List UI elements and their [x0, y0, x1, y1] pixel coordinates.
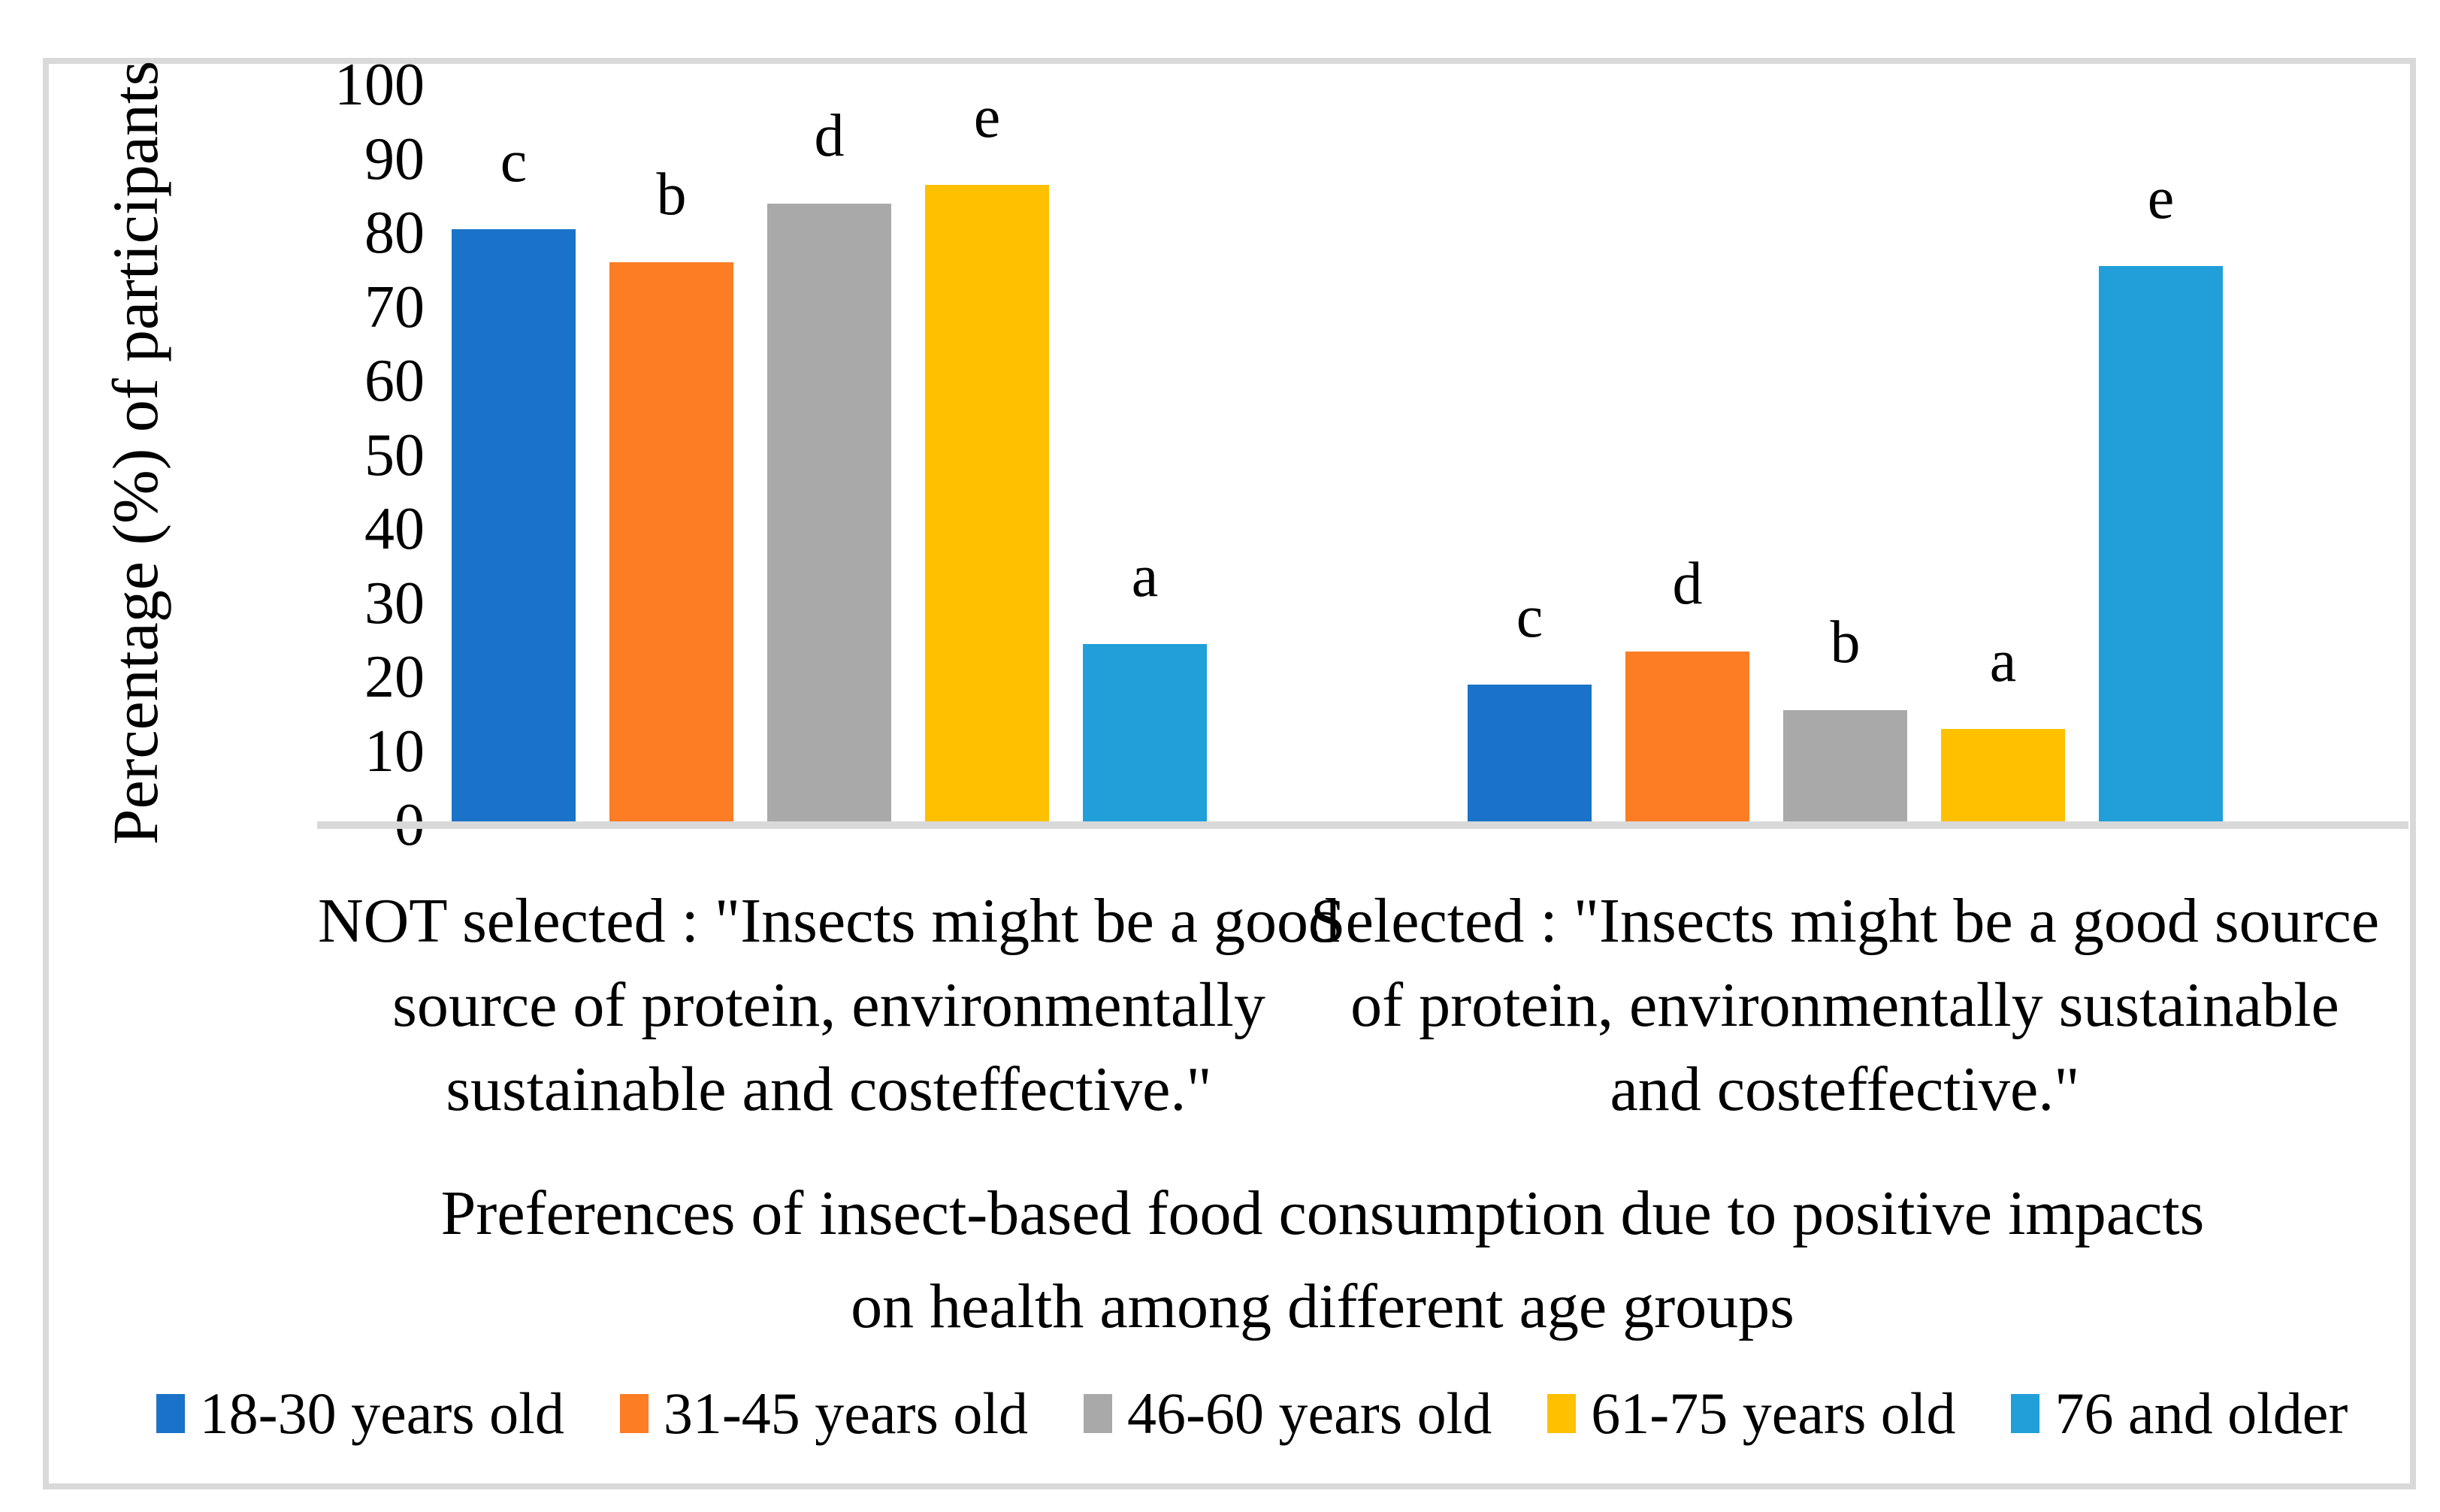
legend-swatch-icon: [156, 1394, 185, 1433]
legend-item-31-45-years-old: 31-45 years old: [619, 1380, 1029, 1447]
x-axis-line: [317, 821, 2408, 829]
significance-letter-group1-series4: e: [973, 84, 1001, 150]
category-label-line: and costeffective.": [1610, 1054, 2080, 1124]
significance-letter-group2-series4: a: [1989, 628, 2017, 694]
category-label-line: Selected : "Insects might be a good sour…: [1310, 886, 2380, 956]
significance-letter-group1-series1: c: [500, 129, 528, 195]
significance-letter-group1-series3: d: [814, 103, 845, 169]
y-tick-label-40: 40: [364, 496, 425, 562]
y-tick-label-90: 90: [364, 125, 425, 192]
y-axis-title: Percentage (%) of participants: [99, 60, 171, 845]
legend-item-76-and-older: 76 and older: [2011, 1380, 2348, 1447]
significance-letter-group2-series3: b: [1830, 609, 1861, 676]
y-tick-label-30: 30: [364, 570, 425, 637]
category-label-2: Selected : "Insects might be a good sour…: [1169, 879, 2440, 1132]
significance-letter-group2-series1: c: [1516, 584, 1544, 650]
bar-group2-31-45-years-old: [1625, 652, 1749, 825]
category-label-line: NOT selected : "Insects might be a good: [317, 886, 1341, 956]
legend-swatch-icon: [619, 1394, 649, 1433]
legend-item-61-75-years-old: 61-75 years old: [1547, 1380, 1955, 1447]
bar-group2-18-30-years-old: [1468, 685, 1592, 825]
significance-letter-group2-series2: d: [1672, 551, 1703, 617]
y-tick-label-20: 20: [364, 644, 425, 710]
legend-label: 18-30 years old: [199, 1380, 564, 1446]
bar-group2-46-60-years-old: [1783, 710, 1907, 825]
legend-label: 76 and older: [2054, 1380, 2348, 1446]
axis-title-line: Preferences of insect-based food consump…: [440, 1178, 2205, 1248]
bar-group1-31-45-years-old: [609, 262, 733, 825]
bar-group1-46-60-years-old: [767, 204, 891, 825]
legend-swatch-icon: [2011, 1394, 2040, 1433]
legend-item-46-60-years-old: 46-60 years old: [1084, 1380, 1492, 1447]
legend-item-18-30-years-old: 18-30 years old: [156, 1380, 564, 1447]
y-tick-label-60: 60: [364, 348, 425, 414]
significance-letter-group1-series5: a: [1131, 543, 1159, 609]
significance-letter-group2-series5: e: [2147, 165, 2175, 231]
legend-label: 31-45 years old: [663, 1380, 1029, 1446]
bar-group2-76-and-older: [2099, 266, 2223, 825]
legend: 18-30 years old 31-45 years old 46-60 year…: [88, 1380, 2416, 1447]
category-label-line: source of protein, environmentally: [392, 970, 1265, 1040]
bar-group1-76-and-older: [1083, 644, 1207, 825]
bar-group2-61-75-years-old: [1941, 729, 2065, 825]
legend-swatch-icon: [1547, 1394, 1577, 1433]
y-tick-label-50: 50: [364, 422, 425, 488]
y-tick-label-10: 10: [364, 718, 425, 785]
legend-swatch-icon: [1084, 1394, 1113, 1433]
bar-group1-18-30-years-old: [452, 229, 576, 825]
category-label-line: sustainable and costeffective.": [446, 1054, 1212, 1124]
significance-letter-group1-series2: b: [656, 162, 687, 228]
axis-title-line: on health among different age groups: [851, 1272, 1794, 1341]
axis-title: Preferences of insect-based food consump…: [316, 1167, 2330, 1353]
category-label-line: of protein, environmentally sustainable: [1350, 970, 2339, 1040]
y-tick-label-100: 100: [334, 52, 425, 118]
y-tick-label-80: 80: [364, 200, 425, 266]
y-tick-label-70: 70: [364, 274, 425, 340]
legend-label: 46-60 years old: [1127, 1380, 1492, 1446]
legend-label: 61-75 years old: [1591, 1380, 1956, 1446]
category-label-1: NOT selected : "Insects might be a good s…: [153, 879, 1505, 1132]
bar-group1-61-75-years-old: [925, 185, 1049, 825]
